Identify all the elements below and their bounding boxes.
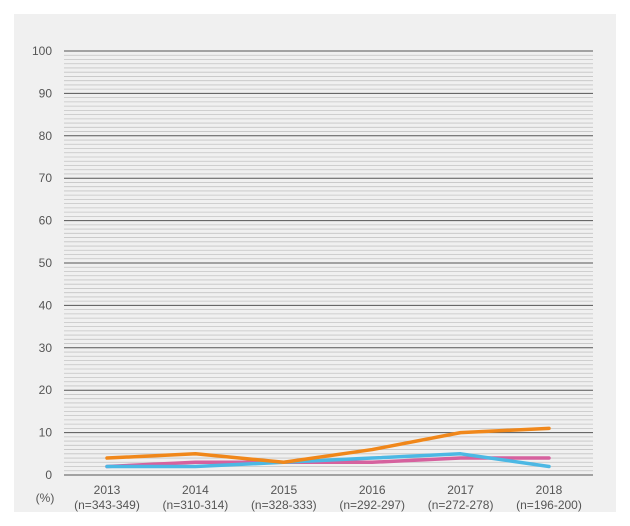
x-tick-label-year: 2018 xyxy=(536,483,563,497)
y-tick-label: 0 xyxy=(45,468,52,482)
x-tick-label-year: 2017 xyxy=(447,483,474,497)
series-line-2 xyxy=(105,452,551,469)
y-tick-label: 90 xyxy=(39,86,53,100)
series-lines xyxy=(105,426,551,469)
y-tick-label: 60 xyxy=(39,214,53,228)
x-tick-label-n: (n=343-349) xyxy=(74,498,140,512)
y-tick-label: 20 xyxy=(39,383,53,397)
series-line-1 xyxy=(105,456,551,469)
x-tick-label-n: (n=310-314) xyxy=(163,498,229,512)
series-line-3 xyxy=(105,426,551,465)
x-tick-label-year: 2016 xyxy=(359,483,386,497)
y-tick-label: 100 xyxy=(32,44,52,58)
major-gridlines xyxy=(64,50,593,476)
y-tick-label: 50 xyxy=(39,256,53,270)
x-tick-label-n: (n=292-297) xyxy=(339,498,405,512)
x-tick-label-n: (n=328-333) xyxy=(251,498,317,512)
y-unit-label: (%) xyxy=(36,491,55,505)
minor-gridlines xyxy=(64,54,593,472)
y-tick-label: 40 xyxy=(39,298,53,312)
y-tick-label: 30 xyxy=(39,341,53,355)
y-axis-tick-labels: 0 10 20 30 40 50 60 70 80 90 100 xyxy=(32,44,52,482)
x-axis-tick-labels: 2013(n=343-349) 2014(n=310-314) 2015(n=328… xyxy=(74,483,582,512)
x-tick-label-n: (n=272-278) xyxy=(428,498,494,512)
x-tick-label-year: 2015 xyxy=(270,483,297,497)
x-tick-label-n: (n=196-200) xyxy=(516,498,582,512)
x-tick-label-year: 2014 xyxy=(182,483,209,497)
y-tick-label: 10 xyxy=(39,426,53,440)
x-tick-label-year: 2013 xyxy=(94,483,121,497)
y-tick-label: 80 xyxy=(39,129,53,143)
y-tick-label: 70 xyxy=(39,171,53,185)
